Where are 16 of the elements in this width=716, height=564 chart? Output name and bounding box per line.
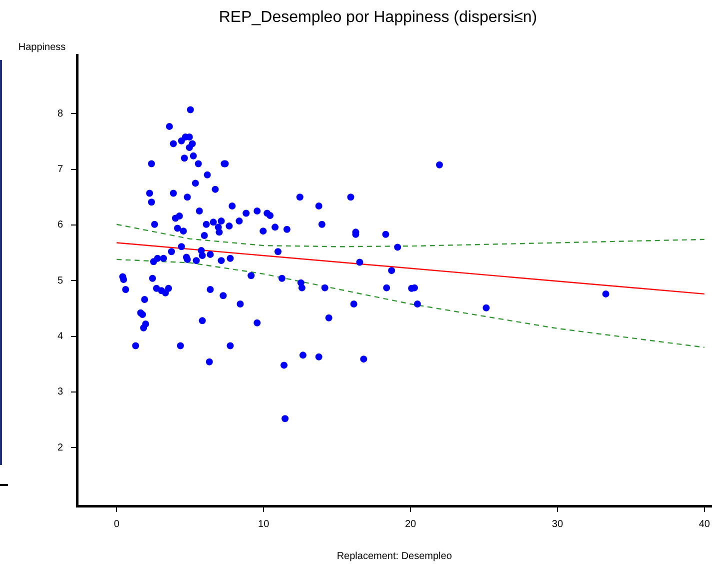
x-tick-label: 10 [258, 518, 270, 530]
y-tick-label: 5 [57, 275, 64, 286]
x-tick-label: 30 [552, 518, 564, 530]
y-tick-label: 8 [57, 108, 64, 120]
x-axis-title: Replacement: Desempleo [336, 550, 452, 562]
y-axis-title: Happiness [18, 42, 66, 53]
y-tick-label: 6 [57, 220, 64, 231]
y-tick-label: 2 [57, 442, 64, 454]
y-tick-label: 7 [57, 164, 64, 176]
line-series [116, 224, 705, 248]
chart-title: REP_Desempleo por Happiness (dispersi≤n) [218, 9, 538, 26]
y-tick-label: 3 [57, 386, 64, 398]
x-tick-label: 20 [404, 518, 417, 530]
x-tick-label: 40 [698, 518, 710, 530]
x-tick-label: 0 [114, 518, 120, 530]
y-tick-label: 4 [57, 331, 64, 342]
